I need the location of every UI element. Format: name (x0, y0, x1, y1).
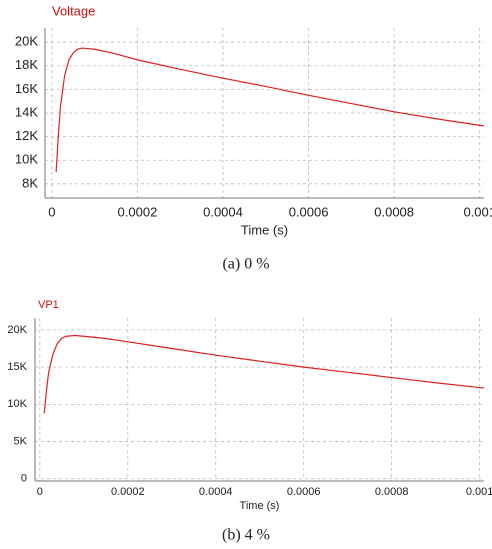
y-tick-label: 16K (15, 81, 38, 96)
y-tick-label: 20K (7, 324, 27, 336)
caption: (a) 0 % (222, 256, 269, 273)
x-tick-label: 0.001 (463, 204, 492, 219)
y-tick-label: 18K (15, 57, 38, 72)
x-tick-label: 0 (37, 486, 43, 498)
x-tick-label: 0.0004 (199, 486, 233, 498)
x-tick-label: 0.0002 (111, 486, 145, 498)
y-tick-label: 12K (15, 128, 38, 143)
x-tick-label: 0.0006 (287, 486, 321, 498)
x-axis-label: Time (s) (240, 500, 280, 512)
x-tick-label: 0.001 (466, 486, 492, 498)
y-tick-label: 15K (7, 361, 27, 373)
y-tick-label: 8K (22, 175, 38, 190)
x-axis-label: Time (s) (241, 222, 288, 237)
chart-title: Voltage (52, 3, 95, 18)
x-tick-label: 0.0006 (289, 204, 329, 219)
y-tick-label: 10K (15, 152, 38, 167)
y-tick-label: 0 (21, 473, 27, 485)
x-tick-label: 0.0008 (374, 204, 414, 219)
y-tick-label: 10K (7, 398, 27, 410)
y-tick-label: 14K (15, 104, 38, 119)
data-line (43, 334, 485, 414)
chart-title: VP1 (38, 299, 59, 311)
y-tick-label: 5K (14, 435, 28, 447)
x-tick-label: 0.0004 (203, 204, 243, 219)
y-tick-label: 20K (15, 34, 38, 49)
x-tick-label: 0.0002 (118, 204, 158, 219)
x-tick-label: 0.0008 (375, 486, 409, 498)
caption: (b) 4 % (222, 527, 270, 544)
x-tick-label: 0 (48, 204, 55, 219)
data-line (55, 47, 485, 173)
